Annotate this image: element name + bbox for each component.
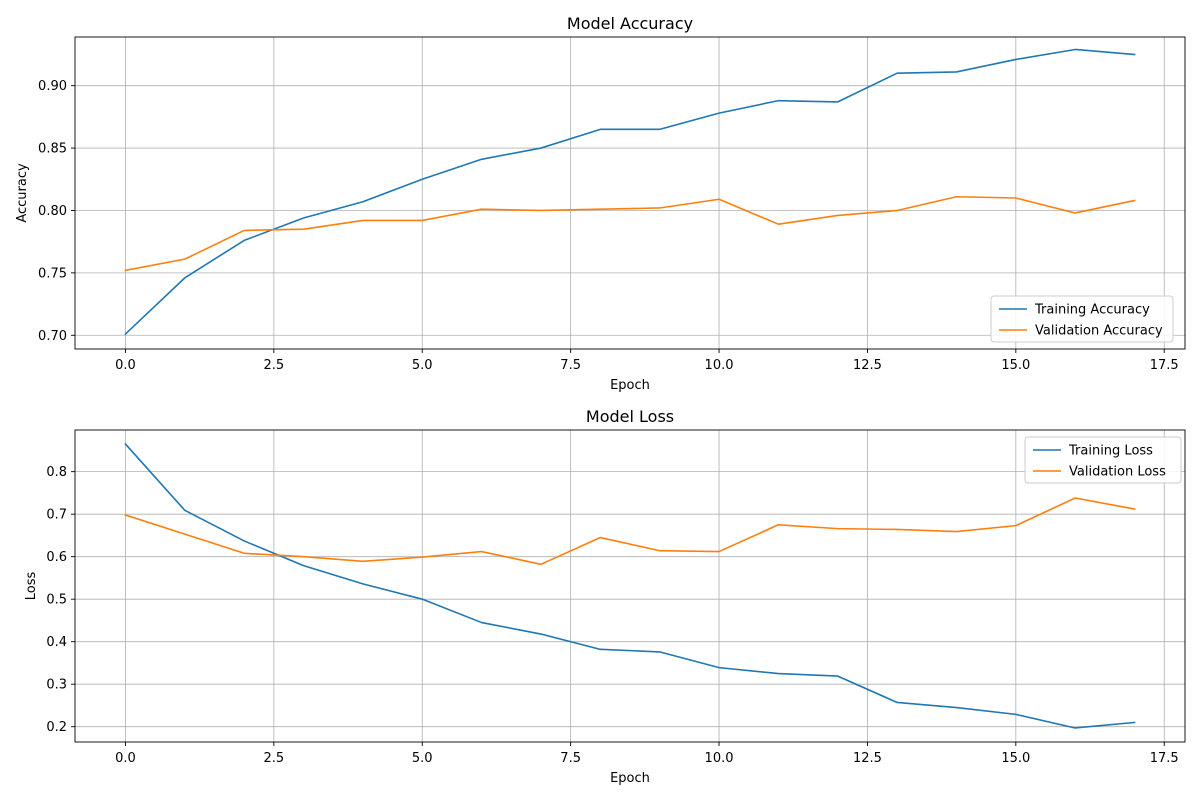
loss-x-tick-label: 10.0 <box>705 751 734 766</box>
loss-axes-frame <box>74 429 1186 743</box>
accuracy-x-tick-label: 7.5 <box>560 358 581 373</box>
loss-series-line-training <box>124 442 1136 729</box>
loss-y-axis-label: Loss <box>24 572 39 601</box>
loss-x-tick-label: 12.5 <box>853 751 882 766</box>
loss-y-tick-label: 0.4 <box>46 635 67 650</box>
loss-x-axis-label: Epoch <box>610 771 650 786</box>
accuracy-y-tick-label: 0.80 <box>38 204 67 219</box>
loss-y-tick-label: 0.7 <box>46 508 67 523</box>
loss-x-tick-label: 5.0 <box>412 751 433 766</box>
accuracy-y-tick-label: 0.90 <box>38 79 67 94</box>
accuracy-series-line-training <box>124 48 1136 336</box>
loss-y-tick-label: 0.2 <box>46 720 67 735</box>
accuracy-chart-title: Model Accuracy <box>567 14 693 33</box>
accuracy-y-tick-label: 0.75 <box>38 266 67 281</box>
loss-x-tick-label: 0.0 <box>115 751 136 766</box>
accuracy-x-tick-label: 5.0 <box>412 358 433 373</box>
loss-y-tick-label: 0.8 <box>46 465 67 480</box>
loss-x-tick-label: 2.5 <box>264 751 285 766</box>
loss-x-tick-label: 15.0 <box>1001 751 1030 766</box>
accuracy-x-tick-label: 17.5 <box>1150 358 1179 373</box>
loss-legend-box <box>1024 436 1182 484</box>
loss-y-tick-label: 0.6 <box>46 550 67 565</box>
accuracy-axes-frame <box>74 36 1186 350</box>
accuracy-legend-label-validation: Validation Accuracy <box>1035 324 1163 339</box>
accuracy-chart: Model Accuracy Epoch Accuracy 0.0 2.5 5.0 7… <box>15 14 1186 393</box>
accuracy-x-tick-label: 10.0 <box>705 358 734 373</box>
loss-x-tick-label: 17.5 <box>1150 751 1179 766</box>
loss-legend: Training Loss Validation Loss <box>1024 436 1182 484</box>
loss-x-tick-label: 7.5 <box>560 751 581 766</box>
accuracy-series-line-validation <box>124 195 1136 272</box>
loss-legend-label-training: Training Loss <box>1068 444 1153 459</box>
loss-series-line-validation <box>124 497 1136 566</box>
accuracy-x-axis-label: Epoch <box>610 378 650 393</box>
loss-chart: Model Loss Epoch Loss 0.0 2.5 5.0 7.5 10.0 12… <box>24 407 1186 786</box>
accuracy-x-tick-label: 0.0 <box>115 358 136 373</box>
accuracy-x-tick-label: 2.5 <box>264 358 285 373</box>
loss-legend-label-validation: Validation Loss <box>1069 465 1166 480</box>
loss-chart-title: Model Loss <box>586 407 674 426</box>
loss-y-tick-label: 0.3 <box>46 678 67 693</box>
accuracy-y-tick-label: 0.70 <box>38 329 67 344</box>
accuracy-x-tick-label: 12.5 <box>853 358 882 373</box>
accuracy-legend-box <box>990 295 1174 343</box>
accuracy-y-axis-label: Accuracy <box>15 163 30 223</box>
accuracy-y-tick-label: 0.85 <box>38 142 67 157</box>
accuracy-x-tick-label: 15.0 <box>1001 358 1030 373</box>
loss-y-tick-label: 0.5 <box>46 593 67 608</box>
accuracy-legend: Training Accuracy Validation Accuracy <box>990 295 1174 343</box>
accuracy-legend-label-training: Training Accuracy <box>1034 303 1150 318</box>
